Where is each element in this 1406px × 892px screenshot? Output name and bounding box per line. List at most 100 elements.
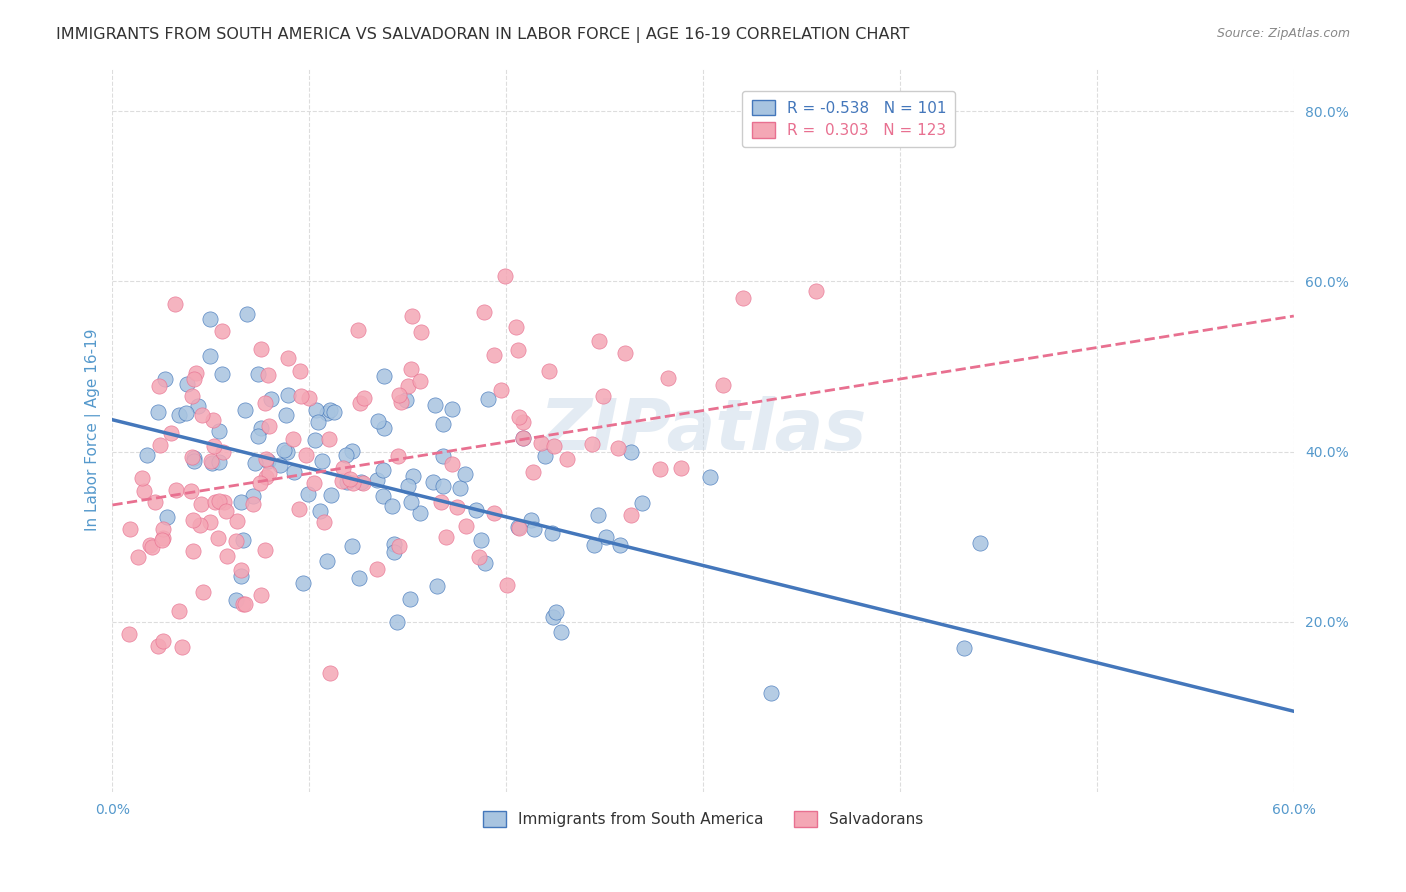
Point — [422, 475, 444, 489]
Point — [409, 326, 432, 340]
Point — [474, 556, 496, 570]
Point — [505, 319, 527, 334]
Point — [207, 531, 229, 545]
Point — [340, 539, 363, 553]
Point — [231, 563, 253, 577]
Point — [388, 539, 411, 553]
Point — [401, 361, 423, 376]
Point — [290, 364, 312, 378]
Point — [388, 387, 411, 401]
Point — [150, 533, 173, 547]
Point — [165, 483, 187, 498]
Point — [200, 454, 222, 468]
Point — [246, 368, 269, 382]
Point — [440, 457, 463, 471]
Point — [401, 309, 423, 323]
Point — [432, 449, 454, 463]
Point — [395, 392, 418, 407]
Point — [373, 369, 395, 384]
Point — [174, 406, 197, 420]
Point — [146, 405, 169, 419]
Point — [759, 685, 782, 699]
Point — [191, 584, 214, 599]
Point — [208, 494, 231, 508]
Point — [183, 451, 205, 466]
Point — [245, 456, 267, 470]
Point — [163, 297, 186, 311]
Point — [371, 463, 394, 477]
Point — [373, 420, 395, 434]
Point — [146, 640, 169, 654]
Point — [247, 428, 270, 442]
Point — [256, 454, 278, 468]
Point — [208, 455, 231, 469]
Point — [152, 633, 174, 648]
Point — [311, 454, 333, 468]
Point — [366, 562, 388, 576]
Point — [256, 368, 278, 382]
Point — [512, 415, 534, 429]
Point — [259, 466, 281, 480]
Point — [409, 506, 432, 520]
Point — [202, 439, 225, 453]
Point — [495, 578, 517, 592]
Point — [236, 307, 259, 321]
Point — [172, 640, 194, 654]
Point — [508, 519, 530, 533]
Point — [148, 379, 170, 393]
Point — [557, 452, 579, 467]
Point — [118, 626, 141, 640]
Point — [339, 472, 361, 486]
Point — [183, 453, 205, 467]
Point — [699, 470, 721, 484]
Point — [307, 415, 329, 429]
Point — [190, 497, 212, 511]
Text: IMMIGRANTS FROM SOUTH AMERICA VS SALVADORAN IN LABOR FORCE | AGE 16-19 CORRELATI: IMMIGRANTS FROM SOUTH AMERICA VS SALVADO… — [56, 27, 910, 43]
Point — [456, 518, 478, 533]
Point — [212, 494, 235, 508]
Point — [347, 323, 370, 337]
Point — [620, 445, 643, 459]
Point — [202, 412, 225, 426]
Point — [396, 478, 419, 492]
Point — [586, 508, 609, 522]
Point — [595, 530, 617, 544]
Point — [153, 372, 176, 386]
Point — [335, 448, 357, 462]
Point — [254, 395, 277, 409]
Point — [250, 342, 273, 356]
Point — [389, 394, 412, 409]
Point — [225, 514, 247, 528]
Point — [350, 475, 373, 489]
Point — [233, 402, 256, 417]
Point — [229, 568, 252, 582]
Point — [143, 495, 166, 509]
Point — [215, 504, 238, 518]
Point — [149, 437, 172, 451]
Point — [318, 432, 340, 446]
Point — [188, 518, 211, 533]
Point — [269, 458, 291, 472]
Point — [426, 578, 449, 592]
Point — [592, 388, 614, 402]
Point — [470, 533, 492, 548]
Point — [323, 405, 346, 419]
Point — [176, 377, 198, 392]
Point — [308, 504, 330, 518]
Point — [297, 487, 319, 501]
Point — [432, 417, 454, 431]
Point — [523, 522, 546, 536]
Point — [371, 489, 394, 503]
Point — [120, 522, 142, 536]
Point — [242, 489, 264, 503]
Point — [254, 452, 277, 467]
Point — [254, 470, 277, 484]
Text: ZIPatlas: ZIPatlas — [540, 396, 868, 465]
Point — [152, 531, 174, 545]
Point — [609, 538, 631, 552]
Point — [152, 522, 174, 536]
Point — [387, 615, 409, 630]
Point — [298, 392, 321, 406]
Point — [508, 343, 530, 358]
Point — [249, 476, 271, 491]
